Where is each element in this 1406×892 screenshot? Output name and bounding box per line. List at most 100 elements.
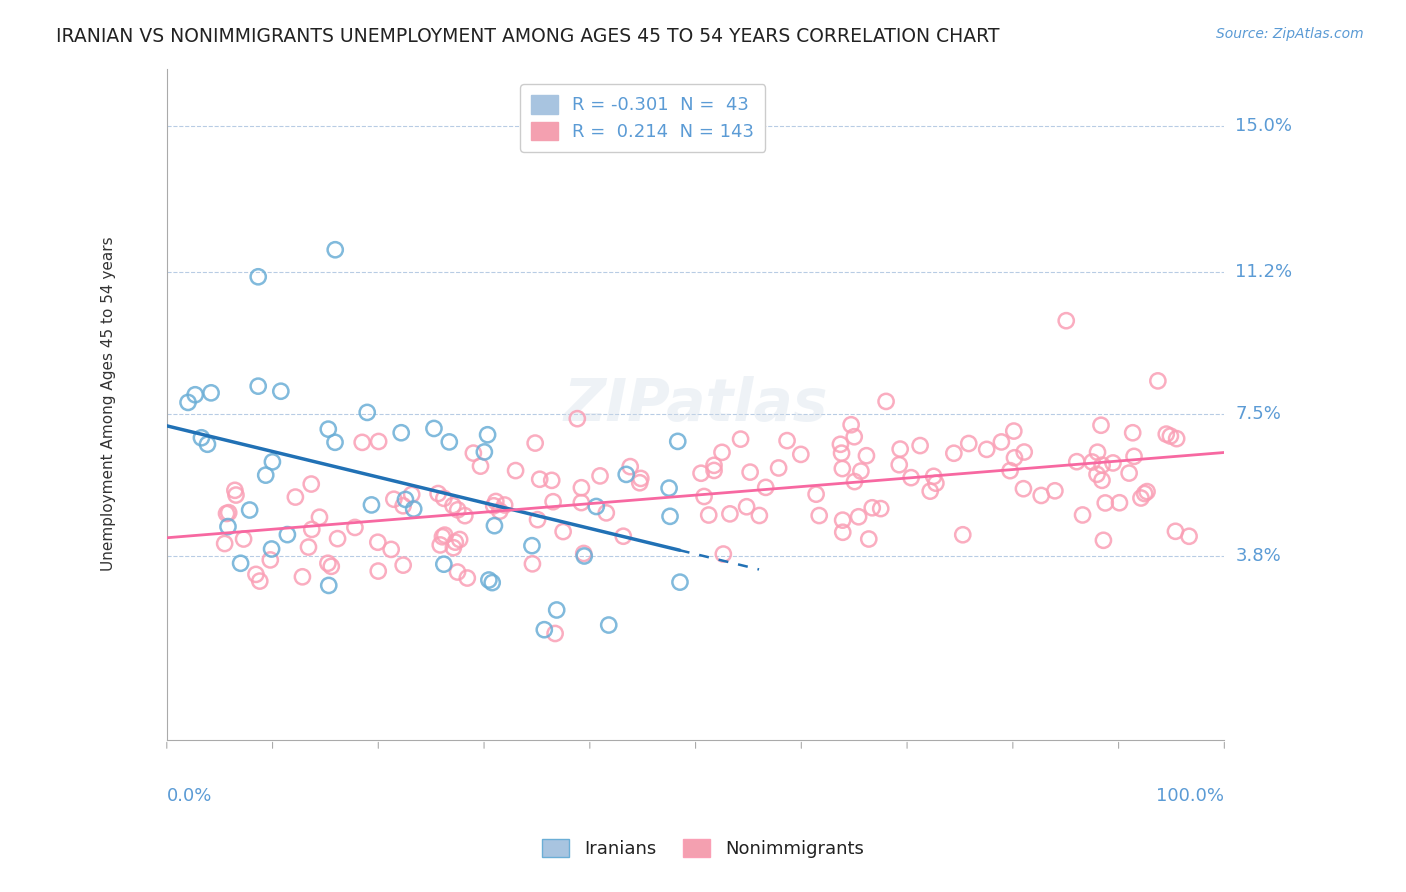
Point [343, 520, 366, 534]
Point [217, 519, 239, 533]
Text: 7.5%: 7.5% [1236, 405, 1281, 423]
Point [318, 578, 340, 592]
Point [619, 459, 641, 474]
Point [245, 567, 267, 582]
Point [869, 501, 891, 516]
Point [356, 405, 378, 419]
Point [1178, 529, 1201, 543]
Point [990, 434, 1012, 449]
Point [270, 384, 292, 399]
Point [249, 574, 271, 588]
Point [589, 469, 612, 483]
Point [259, 553, 281, 567]
Point [1108, 496, 1130, 510]
Point [481, 575, 503, 590]
Point [628, 475, 651, 490]
Point [808, 508, 831, 523]
Point [224, 483, 246, 498]
Point [831, 513, 853, 527]
Point [218, 506, 240, 520]
Point [1071, 508, 1094, 522]
Point [1164, 524, 1187, 539]
Point [433, 528, 456, 542]
Point [441, 499, 464, 513]
Text: 0.0%: 0.0% [167, 787, 212, 805]
Point [323, 243, 346, 257]
Point [703, 463, 725, 477]
Point [402, 502, 425, 516]
Point [1166, 432, 1188, 446]
Text: IRANIAN VS NONIMMIGRANTS UNEMPLOYMENT AMONG AGES 45 TO 54 YEARS CORRELATION CHAR: IRANIAN VS NONIMMIGRANTS UNEMPLOYMENT AM… [56, 27, 1000, 45]
Point [316, 422, 339, 436]
Point [1002, 424, 1025, 438]
Point [860, 500, 883, 515]
Point [526, 513, 548, 527]
Point [595, 506, 617, 520]
Point [1092, 533, 1115, 548]
Point [472, 445, 495, 459]
Point [790, 447, 813, 461]
Point [427, 486, 450, 500]
Point [693, 490, 716, 504]
Point [740, 465, 762, 479]
Point [254, 468, 277, 483]
Point [433, 491, 456, 506]
Point [478, 573, 501, 587]
Point [200, 385, 222, 400]
Point [697, 508, 720, 522]
Point [284, 490, 307, 504]
Point [612, 529, 634, 543]
Point [571, 481, 593, 495]
Point [444, 535, 467, 549]
Point [703, 458, 725, 473]
Point [389, 425, 412, 440]
Point [247, 379, 270, 393]
Point [540, 474, 562, 488]
Point [441, 541, 464, 555]
Point [748, 508, 770, 523]
Point [1090, 418, 1112, 433]
Point [1136, 484, 1159, 499]
Point [439, 434, 461, 449]
Point [585, 500, 607, 514]
Point [432, 530, 454, 544]
Point [225, 488, 247, 502]
Legend: R = -0.301  N =  43, R =  0.214  N = 143: R = -0.301 N = 43, R = 0.214 N = 143 [520, 84, 765, 152]
Point [831, 525, 853, 540]
Point [848, 509, 870, 524]
Point [942, 446, 965, 460]
Point [1081, 455, 1104, 469]
Point [367, 535, 389, 549]
Point [658, 481, 681, 495]
Legend: Iranians, Nonimmigrants: Iranians, Nonimmigrants [536, 831, 870, 865]
Point [190, 431, 212, 445]
Point [804, 487, 827, 501]
Point [908, 439, 931, 453]
Point [485, 494, 508, 508]
Point [447, 503, 470, 517]
Point [1054, 314, 1077, 328]
Point [1043, 483, 1066, 498]
Text: 3.8%: 3.8% [1236, 547, 1281, 565]
Point [844, 475, 866, 489]
Point [197, 437, 219, 451]
Point [669, 575, 692, 590]
Point [1012, 445, 1035, 459]
Point [433, 558, 456, 572]
Point [454, 508, 477, 523]
Point [546, 603, 568, 617]
Text: Source: ZipAtlas.com: Source: ZipAtlas.com [1216, 27, 1364, 41]
Point [1094, 496, 1116, 510]
Point [456, 571, 478, 585]
Point [569, 495, 592, 509]
Point [755, 480, 778, 494]
Point [321, 559, 343, 574]
Point [1133, 486, 1156, 500]
Point [449, 533, 471, 547]
Point [711, 445, 734, 459]
Point [482, 499, 505, 513]
Point [1122, 425, 1144, 440]
Text: Unemployment Among Ages 45 to 54 years: Unemployment Among Ages 45 to 54 years [101, 236, 117, 572]
Point [262, 455, 284, 469]
Point [505, 464, 527, 478]
